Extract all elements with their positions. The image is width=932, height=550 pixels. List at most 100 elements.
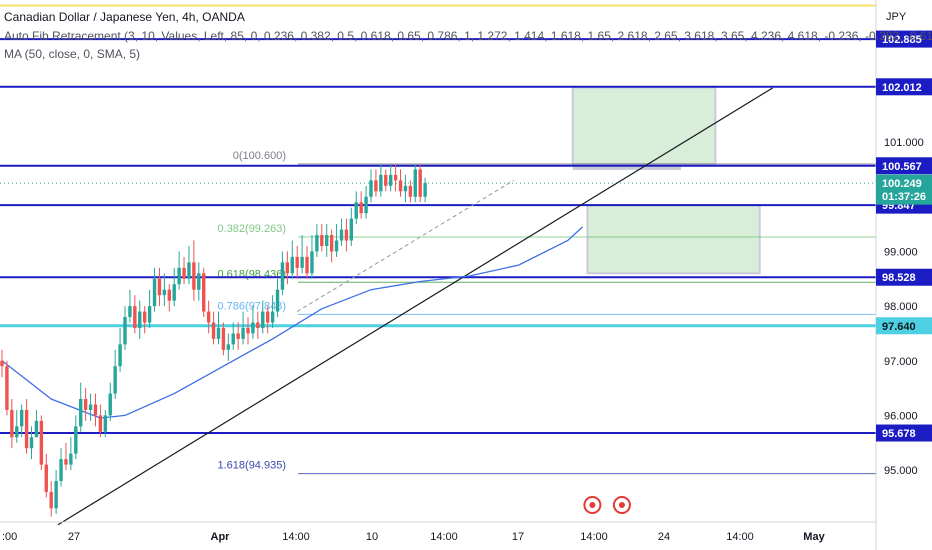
candle-body bbox=[315, 235, 319, 252]
current-price-badge-bg bbox=[876, 174, 932, 205]
candle-body bbox=[354, 202, 358, 219]
level-badge-4-text: 98.528 bbox=[882, 272, 916, 284]
price-tick-label: 99.000 bbox=[884, 246, 918, 258]
candle bbox=[403, 174, 408, 203]
candle bbox=[113, 349, 117, 400]
candle-body bbox=[15, 426, 19, 438]
candle bbox=[398, 169, 403, 197]
time-tick-label: 17 bbox=[512, 531, 524, 543]
price-tick-label: 95.000 bbox=[884, 465, 918, 477]
candle bbox=[197, 262, 201, 301]
candle-body bbox=[10, 409, 14, 438]
candle bbox=[118, 327, 122, 372]
candle bbox=[157, 267, 162, 307]
candle-body bbox=[0, 360, 4, 367]
level-badge-1-text: 102.012 bbox=[882, 82, 922, 94]
candle bbox=[423, 177, 427, 203]
time-tick-label: 14:00 bbox=[580, 531, 608, 543]
plot-background bbox=[0, 0, 876, 550]
candle-body bbox=[24, 409, 29, 449]
candle bbox=[329, 229, 334, 263]
candle-body bbox=[147, 306, 152, 323]
fib-label-2: 0.618(98.436) bbox=[218, 268, 287, 280]
level-badge-2: 100.567 bbox=[876, 157, 932, 175]
candle-body bbox=[295, 256, 299, 268]
candle bbox=[295, 245, 299, 279]
candle bbox=[15, 409, 19, 443]
candle-body bbox=[290, 256, 294, 274]
candle-body bbox=[246, 327, 250, 334]
candle-body bbox=[192, 262, 196, 290]
candle bbox=[10, 399, 14, 449]
candle-body bbox=[202, 273, 206, 312]
candle bbox=[54, 470, 58, 514]
candle bbox=[177, 251, 181, 290]
candle bbox=[344, 218, 349, 252]
candle bbox=[29, 426, 34, 460]
time-tick-label: 10 bbox=[366, 531, 378, 543]
candle-body bbox=[384, 174, 388, 186]
candle-body bbox=[231, 333, 235, 345]
level-badge-1-bg bbox=[876, 78, 932, 96]
level-badge-lower: 95.678 bbox=[876, 424, 932, 442]
candle-body bbox=[374, 180, 378, 192]
candle-body bbox=[197, 273, 201, 290]
candle-body bbox=[320, 235, 324, 246]
candle bbox=[265, 306, 270, 334]
candle bbox=[408, 180, 413, 203]
candle-body bbox=[388, 174, 393, 186]
candle-body bbox=[152, 278, 157, 307]
candle bbox=[152, 267, 157, 312]
level-badge-1: 102.012 bbox=[876, 78, 932, 96]
candle bbox=[206, 300, 211, 334]
candle-body bbox=[305, 256, 309, 274]
candle bbox=[388, 163, 393, 192]
time-tick-label: 27 bbox=[68, 531, 80, 543]
candle-body bbox=[403, 185, 408, 192]
candle bbox=[162, 273, 167, 307]
candle bbox=[138, 300, 142, 339]
fib-indicator-label[interactable]: Auto Fib Retracement (3, 10, Values, Lef… bbox=[4, 29, 932, 43]
projection-dashed-line bbox=[296, 179, 514, 312]
candle bbox=[270, 295, 275, 328]
candle-body bbox=[162, 289, 167, 296]
candle bbox=[310, 235, 314, 279]
candle bbox=[123, 306, 127, 350]
candle-body bbox=[187, 262, 191, 279]
candle-body bbox=[34, 420, 39, 438]
time-axis[interactable]: :00 27 Apr 14:00 10 14:00 17 14:00 24 14:00 May bbox=[0, 521, 876, 543]
candle bbox=[108, 382, 112, 421]
candle bbox=[418, 163, 422, 203]
currency-label: JPY bbox=[886, 11, 907, 23]
ma-indicator-label[interactable]: MA (50, close, 0, SMA, 5) bbox=[4, 47, 141, 61]
candle bbox=[221, 322, 226, 356]
candle-body bbox=[216, 327, 221, 339]
candle-body bbox=[339, 229, 344, 241]
candle bbox=[211, 311, 216, 345]
candle bbox=[354, 191, 358, 225]
candle-body bbox=[133, 306, 137, 328]
candle-body bbox=[221, 327, 226, 350]
candle bbox=[103, 409, 108, 438]
candle-body bbox=[334, 240, 339, 252]
candle-body bbox=[103, 415, 108, 432]
candle bbox=[384, 169, 388, 192]
candle bbox=[216, 311, 221, 345]
candle-body bbox=[418, 169, 422, 197]
candle bbox=[364, 185, 368, 219]
candle-body bbox=[206, 311, 211, 323]
current-price-badge-countdown: 01:37:26 bbox=[882, 191, 926, 203]
candle bbox=[93, 393, 98, 427]
candle-body bbox=[123, 317, 127, 345]
candle bbox=[374, 169, 378, 197]
price-tick-label: 101.000 bbox=[884, 137, 924, 149]
zone-base-bar bbox=[572, 163, 681, 170]
price-axis[interactable]: 95.000 96.000 97.000 98.000 99.000 101.000 JPY… bbox=[875, 0, 932, 550]
level-badge-0-bg bbox=[876, 30, 932, 48]
candle bbox=[280, 251, 285, 296]
plot-area: 0(100.600) 0.382(99.263) 0.618(98.436) 0.78… bbox=[0, 0, 876, 550]
candle-body bbox=[113, 366, 117, 394]
candle bbox=[236, 322, 240, 350]
